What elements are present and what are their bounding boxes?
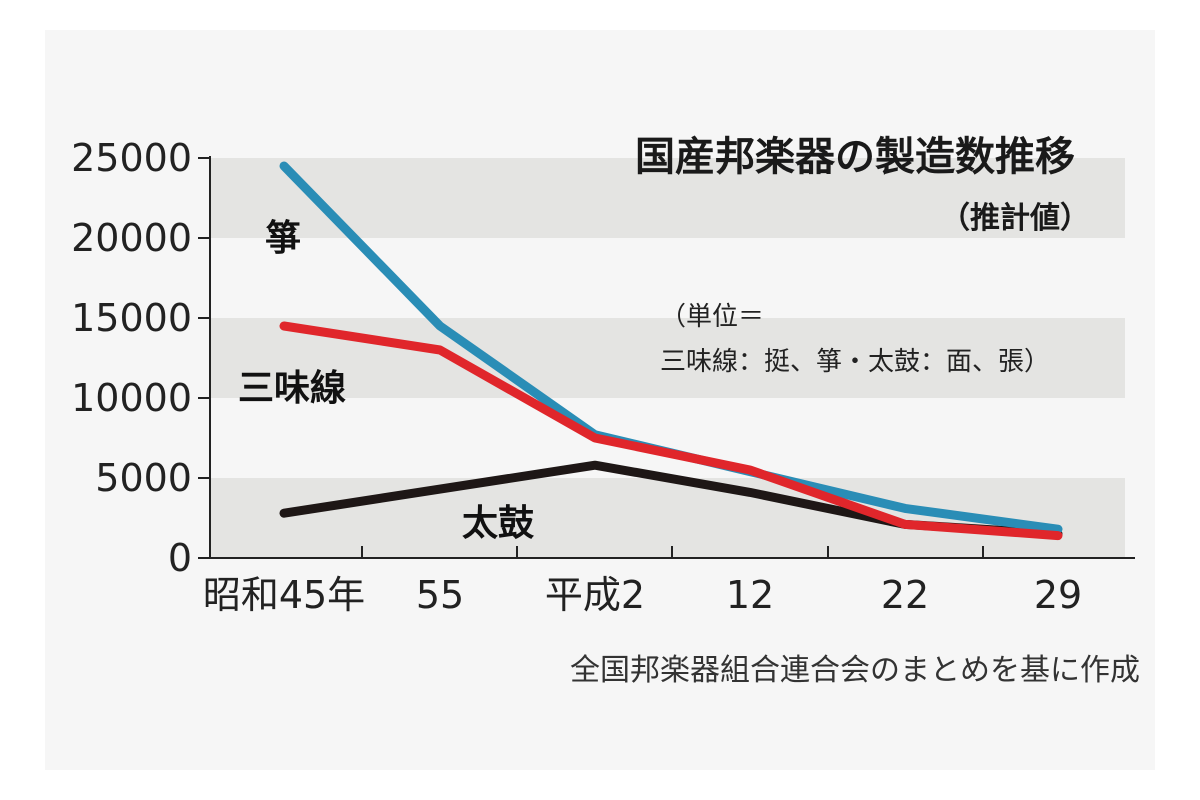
chart-subtitle: （推計値）: [940, 201, 1090, 236]
background-band: [210, 318, 1125, 398]
source-note: 全国邦楽器組合連合会のまとめを基に作成: [570, 653, 1140, 688]
x-tick-label: 昭和45年: [203, 573, 365, 617]
x-tick-label: 29: [1034, 573, 1082, 617]
axes: 0 5000 10000 15000 20000 25000 昭和45年 55 平成2 12 22 2…: [71, 136, 1135, 617]
y-tick-label: 20000: [71, 216, 192, 260]
unit-note-line2: 三味線：挺、箏・太鼓：面、張）: [660, 347, 1050, 377]
y-tick-label: 15000: [71, 296, 192, 340]
unit-note-line1: （単位＝: [660, 302, 764, 332]
series-label-shamisen: 三味線: [238, 368, 346, 409]
y-tick-label: 5000: [95, 456, 192, 500]
series-lines: [279, 161, 1063, 541]
x-tick-label: 12: [726, 573, 774, 617]
chart-title: 国産邦楽器の製造数推移: [635, 134, 1075, 180]
series-line-shamisen: [279, 321, 1063, 541]
series-label-taiko: 太鼓: [462, 503, 535, 544]
series-label-koto: 箏: [265, 218, 301, 259]
chart-panel: [45, 30, 1155, 770]
background-band: [210, 158, 1125, 238]
x-tick-label: 22: [881, 573, 929, 617]
y-tick-label: 10000: [71, 376, 192, 420]
x-tick-label: 平成2: [545, 573, 645, 617]
x-tick-label: 55: [416, 573, 464, 617]
labels: 国産邦楽器の製造数推移 （推計値） （単位＝ 三味線：挺、箏・太鼓：面、張） 箏…: [238, 134, 1140, 688]
y-tick-label: 0: [168, 536, 192, 580]
y-tick-label: 25000: [71, 136, 192, 180]
